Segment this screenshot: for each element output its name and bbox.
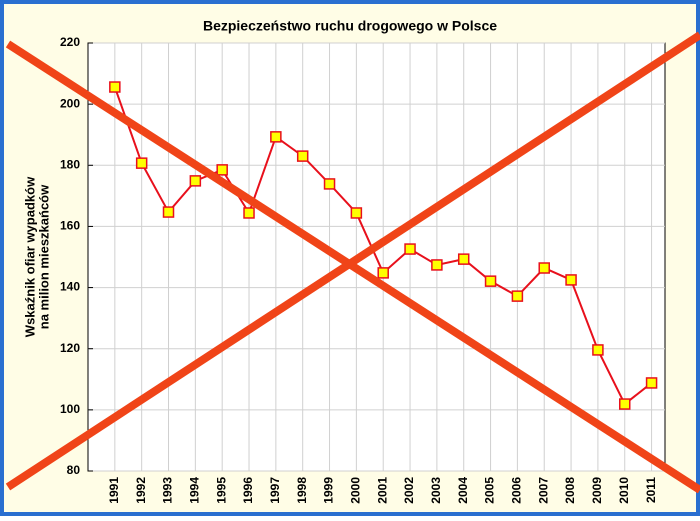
marker: [592, 344, 604, 356]
x-tick-label: 1995: [214, 477, 228, 504]
cross-line: [5, 40, 700, 494]
x-tick-label: 1999: [322, 477, 336, 504]
y-tick-label: 80: [67, 463, 81, 477]
y-tick-label: 120: [60, 341, 80, 355]
x-tick-label: 1993: [161, 477, 175, 504]
marker: [618, 398, 631, 410]
marker: [511, 290, 524, 302]
y-tick-label: 100: [60, 402, 80, 416]
marker: [162, 206, 175, 218]
x-tick-label: 2001: [375, 477, 389, 504]
y-axis-label: na milion mieszkańców: [36, 184, 51, 329]
x-tick-label: 2009: [590, 477, 604, 504]
marker: [350, 207, 363, 219]
marker: [323, 178, 336, 190]
x-tick-label: 1997: [268, 477, 282, 504]
marker: [538, 262, 550, 274]
x-tick-label: 2007: [536, 477, 550, 504]
marker: [645, 377, 658, 389]
x-tick-label: 2004: [456, 477, 470, 504]
y-tick-label: 140: [60, 280, 80, 294]
marker: [377, 267, 389, 279]
x-tick-label: 1998: [295, 477, 309, 504]
marker: [135, 157, 148, 169]
marker: [216, 164, 228, 176]
marker: [404, 243, 416, 255]
x-tick-label: 2011: [644, 477, 658, 503]
x-tick-label: 2010: [617, 477, 631, 504]
marker: [431, 259, 443, 271]
x-tick-label: 2003: [429, 477, 443, 504]
x-tick-label: 2000: [349, 477, 363, 504]
marker: [270, 131, 282, 143]
y-tick-label: 160: [60, 219, 80, 233]
cross-line: [5, 31, 700, 491]
y-tick-label: 200: [60, 96, 80, 110]
marker: [457, 253, 470, 265]
y-tick-label: 220: [60, 35, 80, 49]
x-tick-label: 1991: [107, 477, 121, 504]
x-tick-label: 2002: [402, 477, 416, 504]
marker: [565, 274, 577, 286]
x-tick-label: 2005: [483, 477, 497, 504]
marker: [109, 81, 121, 93]
marker: [189, 175, 202, 187]
x-tick-label: 1996: [241, 477, 255, 504]
y-axis-label: Wskaźnik ofiar wypadków: [22, 176, 37, 337]
x-tick-label: 1992: [134, 477, 148, 504]
plot-layer: 80 100 120 140 160 180 200 220 1991 1992 1993 1994 1…: [60, 35, 665, 504]
marker: [296, 150, 309, 162]
x-tick-label: 1994: [188, 477, 202, 504]
y-tick-label: 180: [60, 157, 80, 171]
x-tick-label: 2006: [510, 477, 524, 504]
marker: [484, 275, 497, 287]
x-tick-label: 2008: [563, 477, 577, 504]
marker: [243, 207, 255, 219]
chart-title: Bezpieczeństwo ruchu drogowego w Polsce: [203, 18, 497, 34]
